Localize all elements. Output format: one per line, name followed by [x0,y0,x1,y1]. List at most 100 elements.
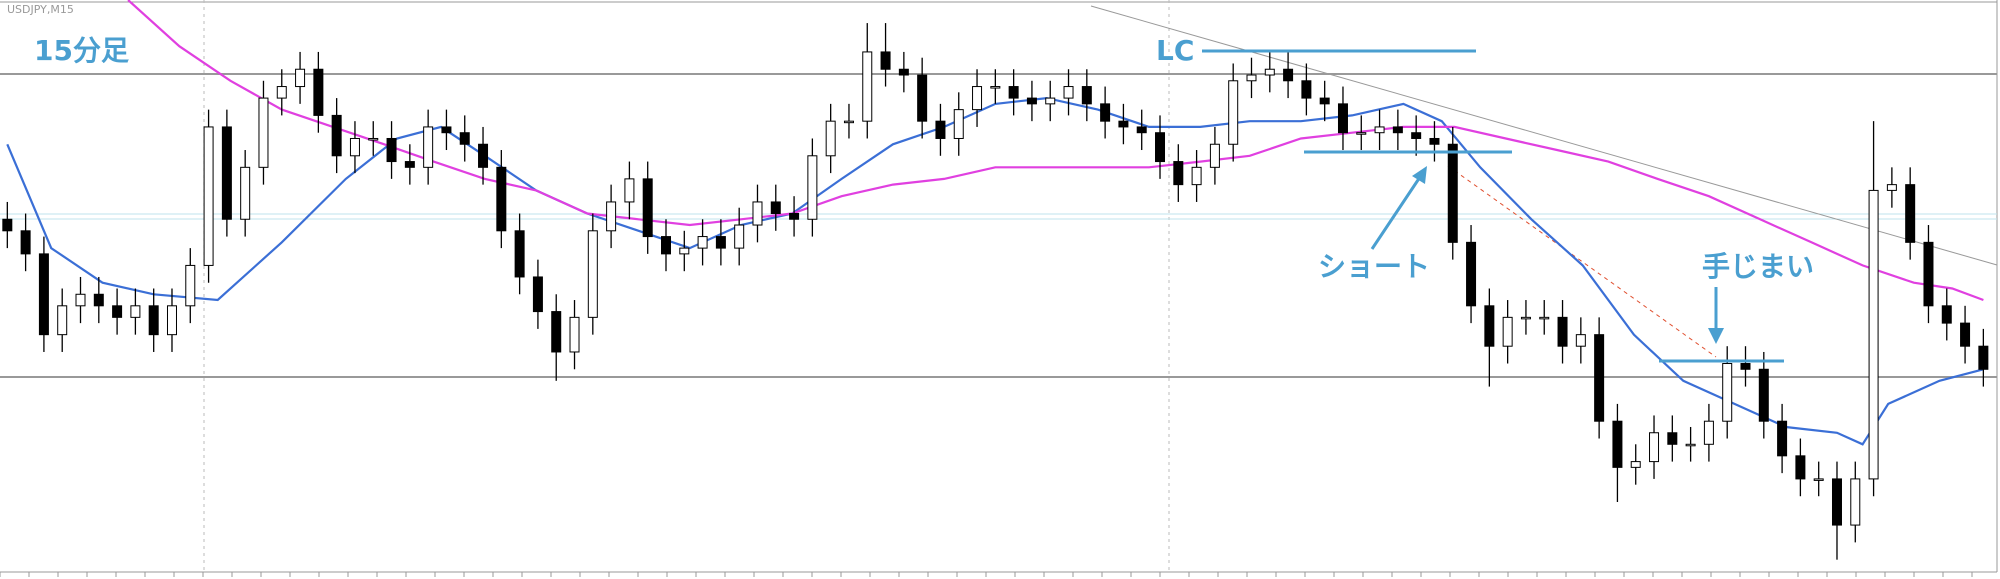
candle-body [1905,184,1916,243]
candle-body [1777,420,1788,457]
candle-body [825,120,836,157]
candle-body [532,276,543,313]
candle-body [1758,368,1769,422]
candle-body [441,126,452,134]
candle-body [1886,184,1897,191]
candle-body [1228,80,1239,145]
candle-body [1520,316,1531,320]
candle-body [1374,126,1385,134]
candle-body [295,68,306,88]
candle-body [1319,97,1330,105]
candle-body [1447,143,1458,243]
candle-body [1484,305,1495,347]
arrow [1370,176,1422,250]
candle-body [789,212,800,220]
trade-path [1447,165,1717,358]
candle-body [569,316,580,353]
candle-body [313,68,324,116]
candle-body [496,166,507,232]
candle-body [1703,420,1714,445]
candle-body [1008,86,1019,99]
candle-body [1612,420,1623,468]
candle-body [514,230,525,278]
candle-body [1795,455,1806,480]
candle-body [1100,103,1111,122]
candle-body [1429,137,1440,145]
candle-body [203,126,214,266]
candle-body [606,201,617,232]
candle-body [1191,166,1202,186]
candle-body [349,137,360,157]
candle-body [93,293,104,307]
candle-body [130,305,141,318]
candle-body [331,114,342,157]
candle-body [423,126,434,168]
candle-body [1118,120,1129,128]
candle-body [1155,132,1166,163]
candle-body [551,311,562,353]
short-label: ショート [1318,250,1430,283]
candle-body [1063,86,1074,99]
candle-body [953,109,964,139]
candle-body [276,86,287,99]
candle-body [221,126,232,220]
candle-body [38,253,49,336]
lc-label: LC [1156,34,1194,67]
candle-body [752,201,763,226]
candle-body [166,305,177,336]
candle-body [459,132,470,145]
candle-body [679,247,690,255]
candle-body [1557,316,1568,347]
candle-body [1264,68,1275,76]
trend-line [1090,5,1998,266]
candle-body [1740,363,1751,370]
candle-body [1081,86,1092,105]
candle-body [1831,478,1842,526]
candle-body [1868,189,1879,480]
candle-body [972,86,983,111]
candle-body [1045,97,1056,105]
candle-body [2,218,13,232]
candle-body [112,305,123,318]
candle-body [1850,478,1861,526]
candle-body [807,155,818,220]
timeframe-label: 15分足 [34,34,129,67]
candle-body [770,201,781,214]
candle-body [1356,132,1367,135]
candle-body [697,236,708,249]
candle-body [75,293,86,307]
candle-body [57,305,68,336]
candle-body [1575,334,1586,347]
candle-body [1923,241,1934,307]
candle-body [642,178,653,238]
candle-body [1209,143,1220,168]
candle-body [734,224,745,249]
candle-body [1337,103,1348,134]
exit-label: 手じまい [1702,250,1814,283]
candle-body [1026,97,1037,105]
candle-body [1246,74,1257,82]
candle-body [624,178,635,203]
candle-body [1301,80,1312,99]
candle-body [898,68,909,76]
arrow-head [1412,166,1427,184]
candle-body [1411,132,1422,139]
candle-body [990,86,1001,89]
candle-body [258,97,269,168]
candle-body [1594,334,1605,422]
candle-body [20,230,31,255]
candle-body [1173,161,1184,186]
candle-body [1813,478,1824,481]
candle-body [935,120,946,139]
candle-body [587,230,598,318]
candle-body [661,236,671,255]
candle-body [862,51,873,122]
candle-body [1649,432,1660,463]
candle-body [368,137,379,141]
candle-body [478,143,489,168]
